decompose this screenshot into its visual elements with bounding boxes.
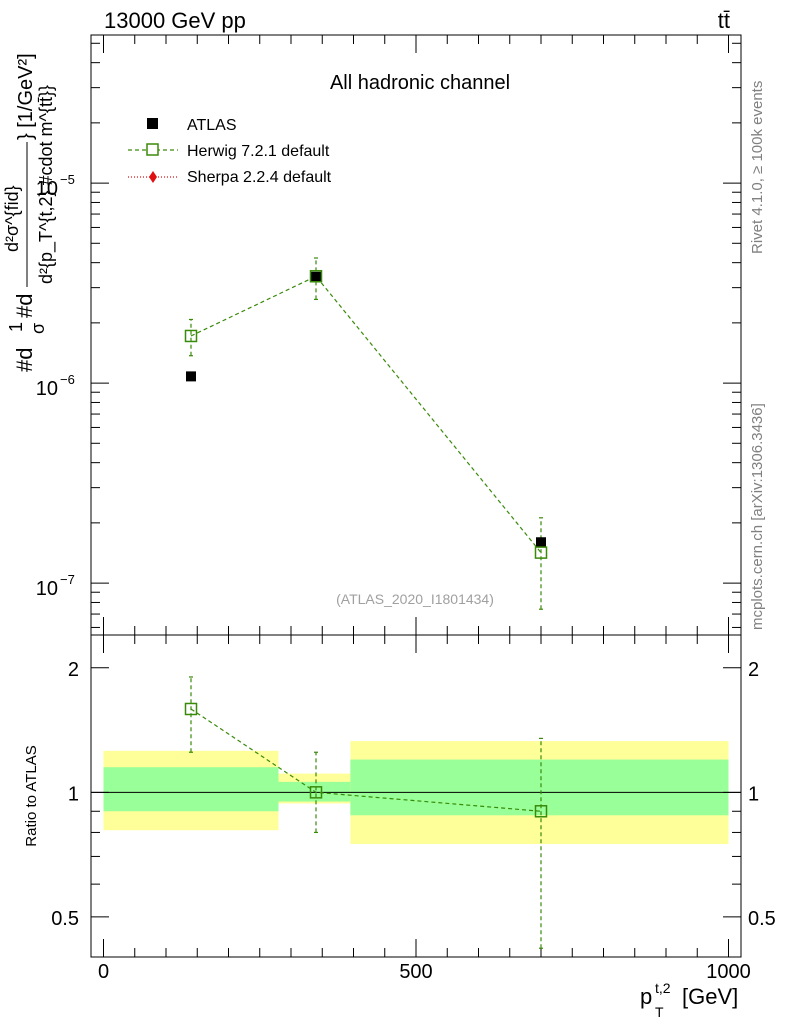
- herwig-point: [309, 270, 323, 283]
- ratio-panel: 0.5 0.5 1 1 2 2 0 500 1000 Ratio to ATLAS p T t,…: [23, 634, 776, 1020]
- atlas-point: [311, 271, 321, 282]
- ratio-y-tick-label-right: 2: [748, 659, 759, 681]
- main-data: [184, 257, 548, 610]
- legend-label-herwig: Herwig 7.2.1 default: [187, 143, 330, 160]
- legend-marker-herwig: [146, 143, 159, 156]
- x-tick-label: 0: [98, 961, 109, 983]
- x-tick-label: 500: [399, 961, 432, 983]
- y-tick-label-exponent: −5: [60, 172, 75, 187]
- herwig-ratio-line: [190, 708, 542, 812]
- ratio-y-tick-label: 2: [68, 659, 79, 681]
- analysis-watermark: (ATLAS_2020_I1801434): [336, 591, 494, 607]
- x-label-main: p: [640, 984, 652, 1009]
- main-ticks: 10−710−610−5: [36, 35, 741, 635]
- legend-marker-atlas: [147, 118, 158, 129]
- main-panel: 10−710−610−5 All hadronic channel (ATLAS…: [2, 34, 742, 636]
- legend-label-sherpa: Sherpa 2.2.4 default: [187, 169, 332, 186]
- legend: ATLAS Herwig 7.2.1 default Sherpa 2.2.4 …: [128, 117, 332, 186]
- atlas-point: [186, 371, 196, 382]
- y-tick-label: 10: [36, 378, 58, 400]
- herwig-ratio-point: [309, 786, 323, 799]
- process-label: tt̄: [718, 8, 730, 33]
- x-label-units: [GeV]: [682, 984, 738, 1009]
- ratio-y-tick-label-right: 1: [748, 783, 759, 805]
- ratio-data: [91, 676, 741, 949]
- ratio-y-tick-label: 1: [68, 783, 79, 805]
- legend-marker-sherpa: [149, 171, 157, 183]
- uncertainty-band-stat: [103, 767, 279, 812]
- y-tick-label-exponent: −6: [60, 372, 75, 387]
- herwig-line: [190, 275, 542, 553]
- y-label-prefix: #d: [12, 348, 37, 372]
- x-label-sub: T: [655, 1004, 664, 1020]
- y-label-units: } [1/GeV²]: [15, 53, 37, 140]
- uncertainty-band-stat: [350, 759, 729, 816]
- y-label-frac2-den: d²{p_T^{t,2} #cdot m^{tt̄}}: [36, 85, 57, 284]
- y-label-frac1-num: 1: [6, 322, 26, 332]
- herwig-point: [534, 546, 548, 559]
- atlas-point: [536, 537, 546, 548]
- rivet-label: Rivet 4.1.0, ≥ 100k events: [749, 81, 766, 254]
- y-label-mid: #d: [12, 294, 37, 318]
- ratio-y-label: Ratio to ATLAS: [23, 745, 40, 846]
- ratio-y-tick-label-right: 0.5: [748, 908, 776, 930]
- ratio-ticks: 0.5 0.5 1 1 2 2 0 500 1000: [51, 635, 776, 983]
- ratio-y-tick-label: 0.5: [51, 908, 79, 930]
- herwig-ratio-point: [184, 702, 198, 716]
- legend-label-atlas: ATLAS: [187, 117, 237, 134]
- y-tick-label: 10: [36, 178, 58, 200]
- herwig-ratio-point: [534, 805, 548, 818]
- mcplots-label: mcplots.cern.ch [arXiv:1306.3436]: [749, 403, 766, 630]
- y-tick-label: 10: [36, 578, 58, 600]
- energy-label: 13000 GeV pp: [104, 8, 246, 33]
- y-tick-label-exponent: −7: [60, 572, 75, 587]
- y-label-frac1-den: σ: [28, 323, 48, 334]
- x-axis-label: p T t,2 [GeV]: [640, 980, 738, 1020]
- x-tick-label: 1000: [706, 961, 751, 983]
- herwig-point: [184, 329, 198, 343]
- chart-title: All hadronic channel: [330, 72, 510, 94]
- x-label-sup: t,2: [655, 980, 671, 996]
- y-axis-label: #d 1 σ #d d²σ^{fid} d²{p_T^{t,2} #cdot m…: [2, 53, 57, 372]
- y-label-frac2-num: d²σ^{fid}: [2, 185, 22, 252]
